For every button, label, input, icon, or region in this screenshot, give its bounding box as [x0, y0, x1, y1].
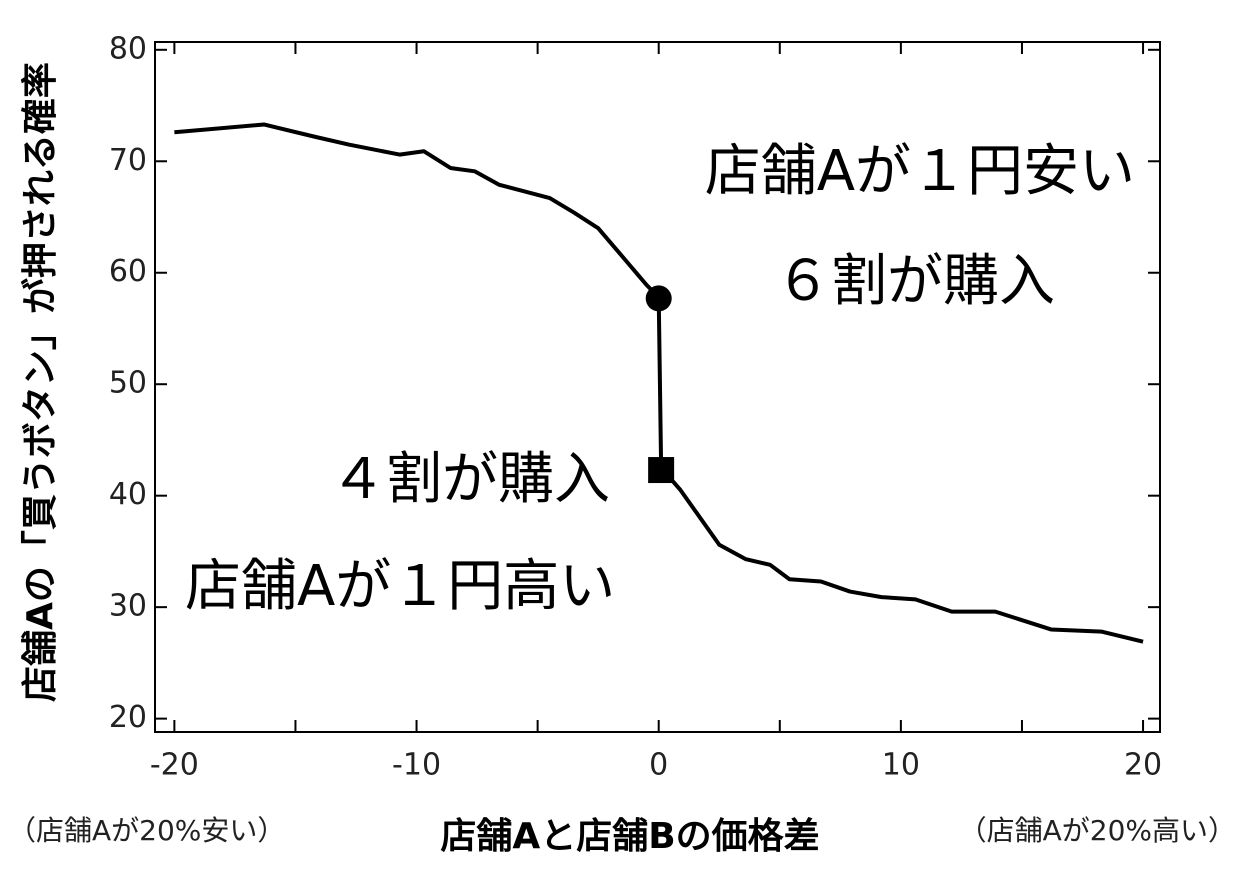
annotation: 店舗Aが１円高い: [185, 554, 615, 619]
annotation: ６割が購入: [775, 249, 1055, 314]
y-axis-title: 店舗Aの「買うボタン」が押される確率: [20, 62, 61, 702]
y-tick-label: 80: [109, 31, 147, 66]
y-tick-label: 50: [109, 366, 147, 401]
annotation: 店舗Aが１円安い: [705, 139, 1135, 204]
x-tick-label: 10: [882, 748, 920, 783]
marker: [648, 457, 675, 484]
x-left-note: （店舗Aが20%安い）: [8, 814, 285, 847]
x-axis-title: 店舗Aと店舗Bの価格差: [440, 816, 819, 857]
y-tick-label: 60: [109, 254, 147, 289]
x-tick-label: -20: [150, 748, 199, 783]
x-tick-label: 20: [1124, 748, 1162, 783]
x-right-note: （店舗Aが20%高い）: [959, 814, 1236, 847]
x-tick-label: 0: [649, 748, 668, 783]
plot-frame: [154, 41, 1161, 733]
annotation: ４割が購入: [330, 447, 610, 512]
y-tick-label: 20: [109, 700, 147, 735]
y-tick-label: 40: [109, 477, 147, 512]
line: [174, 122, 1144, 644]
y-tick-label: 70: [109, 143, 147, 178]
x-tick-label: -10: [392, 748, 441, 783]
marker: [645, 285, 672, 312]
y-tick-label: 30: [109, 589, 147, 624]
